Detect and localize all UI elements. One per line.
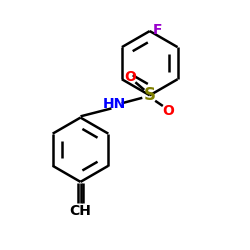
Text: HN: HN — [102, 97, 126, 111]
Text: S: S — [144, 86, 156, 104]
Text: CH: CH — [70, 204, 92, 218]
Text: O: O — [162, 104, 174, 118]
Text: O: O — [124, 70, 136, 84]
Text: F: F — [153, 23, 162, 37]
